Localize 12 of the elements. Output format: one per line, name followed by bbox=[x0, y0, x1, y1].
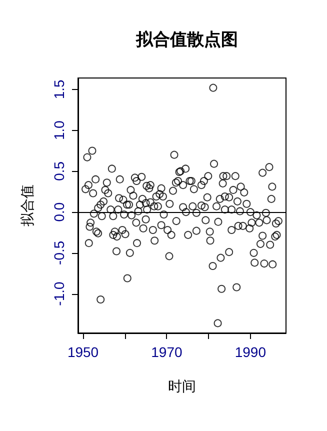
y-tick-label: 1.0 bbox=[51, 120, 67, 140]
x-tick-label: 1950 bbox=[67, 344, 99, 360]
y-tick-label: 1.5 bbox=[51, 80, 67, 100]
y-axis-title: 拟合值 bbox=[19, 184, 35, 226]
chart-title: 拟合值散点图 bbox=[135, 30, 238, 49]
y-tick-label: -0.5 bbox=[51, 240, 67, 265]
x-tick-label: 1970 bbox=[151, 344, 183, 360]
x-tick-label: 1990 bbox=[234, 344, 266, 360]
y-tick-label: -1.0 bbox=[51, 281, 67, 306]
y-tick-label: 0.0 bbox=[51, 202, 67, 222]
y-tick-label: 0.5 bbox=[51, 161, 67, 181]
x-axis-title: 时间 bbox=[168, 378, 196, 394]
